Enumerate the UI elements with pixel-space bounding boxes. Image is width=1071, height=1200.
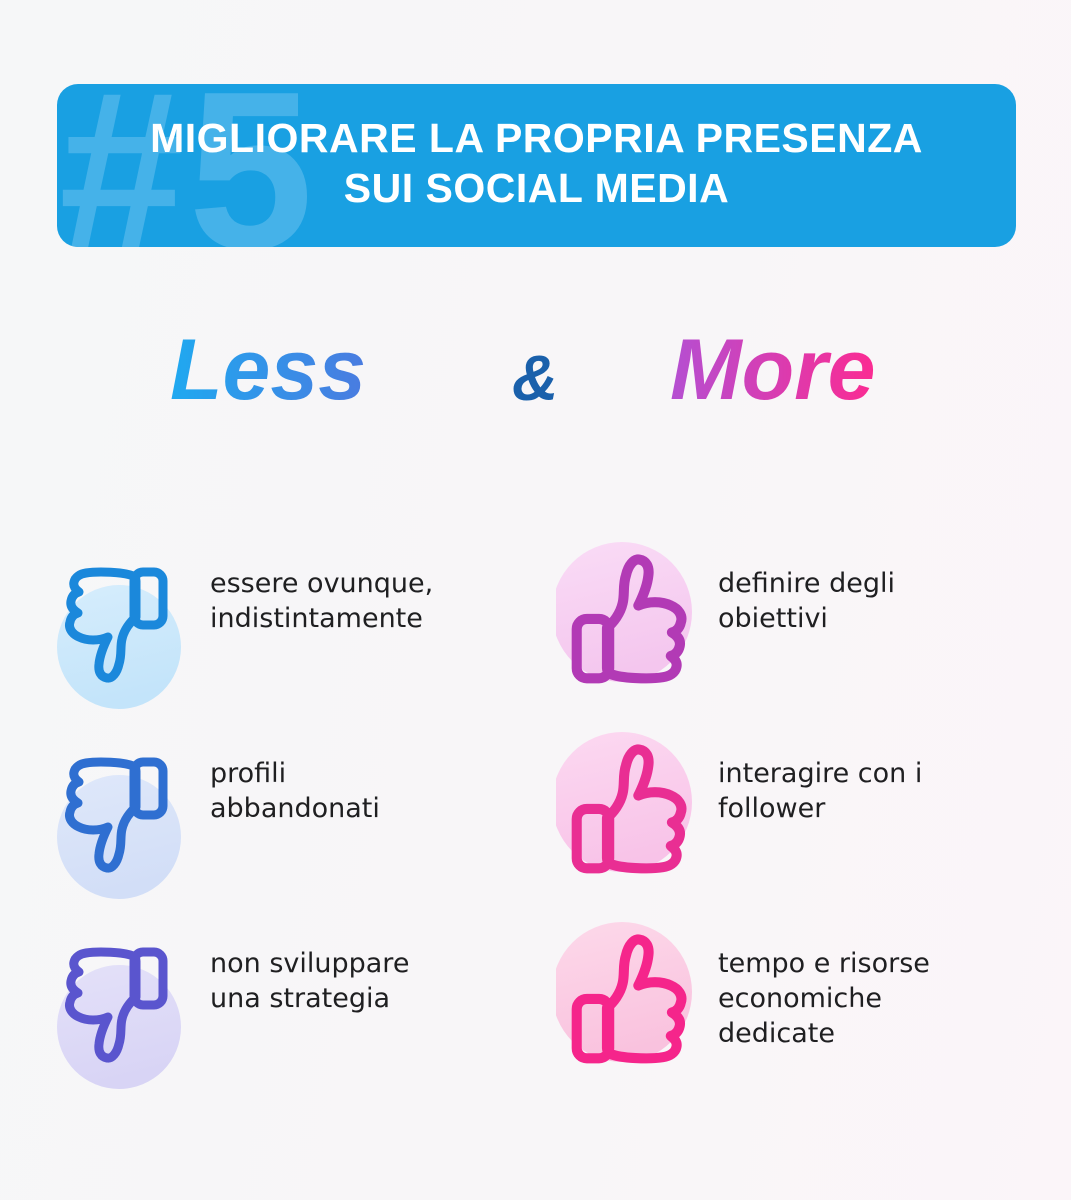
thumb-hand (601, 934, 687, 1064)
thumbs-down-icon (57, 757, 181, 899)
thumb-hand (65, 757, 141, 873)
text-line: dedicate (718, 1018, 835, 1049)
text-line: economiche (718, 983, 882, 1014)
thumb-shape (65, 567, 168, 683)
text-line: abbandonati (210, 793, 380, 824)
thumb-shape (65, 947, 168, 1063)
text-line: profili (210, 758, 287, 789)
thumb-shape (65, 757, 168, 873)
less-item-2: profili abbandonati (53, 747, 523, 917)
text-line: indistintamente (210, 603, 423, 634)
ampersand: & (512, 342, 559, 414)
section-number-watermark: #5 (59, 84, 318, 247)
thumb-hand (65, 947, 141, 1063)
more-item-1-text: definire degli obiettivi (718, 566, 895, 636)
more-item-1: definire degli obiettivi (556, 538, 1026, 708)
more-title: More (670, 322, 876, 418)
text-line: interagire con i (718, 758, 923, 789)
more-item-3: tempo e risorse economiche dedicate (556, 918, 1026, 1088)
more-item-3-text: tempo e risorse economiche dedicate (718, 946, 930, 1051)
less-item-3: non sviluppare una strategia (53, 937, 523, 1107)
thumb-hand (601, 554, 687, 684)
less-item-3-text: non sviluppare una strategia (210, 946, 409, 1016)
more-item-2-text: interagire con i follower (718, 756, 922, 826)
thumb-hand (65, 567, 141, 683)
thumb-shape (571, 744, 687, 874)
text-line: definire degli (718, 568, 895, 599)
thumbs-up-icon (556, 542, 692, 684)
thumbs-up-icon (556, 922, 692, 1064)
thumbs-up-icon (556, 732, 692, 874)
thumb-shape (571, 554, 687, 684)
text-line: una strategia (210, 983, 391, 1014)
header-title-line1: MIGLIORARE LA PROPRIA PRESENZA (150, 115, 923, 161)
thumbs-down-icon (57, 947, 181, 1089)
text-line: essere ovunque, (210, 568, 434, 599)
text-line: follower (718, 793, 826, 824)
text-line: obiettivi (718, 603, 828, 634)
less-title: Less (170, 322, 367, 418)
header-title-line2: SUI SOCIAL MEDIA (343, 165, 730, 211)
thumb-shape (571, 934, 687, 1064)
more-item-2: interagire con i follower (556, 728, 1026, 898)
text-line: non sviluppare (210, 948, 410, 979)
less-item-1-text: essere ovunque, indistintamente (210, 566, 433, 636)
header-banner: #5 MIGLIORARE LA PROPRIA PRESENZA SUI SO… (57, 84, 1016, 247)
header-title: MIGLIORARE LA PROPRIA PRESENZA SUI SOCIA… (57, 84, 1016, 213)
thumb-hand (601, 744, 687, 874)
less-item-2-text: profili abbandonati (210, 756, 380, 826)
thumbs-down-icon (57, 567, 181, 709)
less-item-1: essere ovunque, indistintamente (53, 557, 523, 727)
text-line: tempo e risorse (718, 948, 930, 979)
